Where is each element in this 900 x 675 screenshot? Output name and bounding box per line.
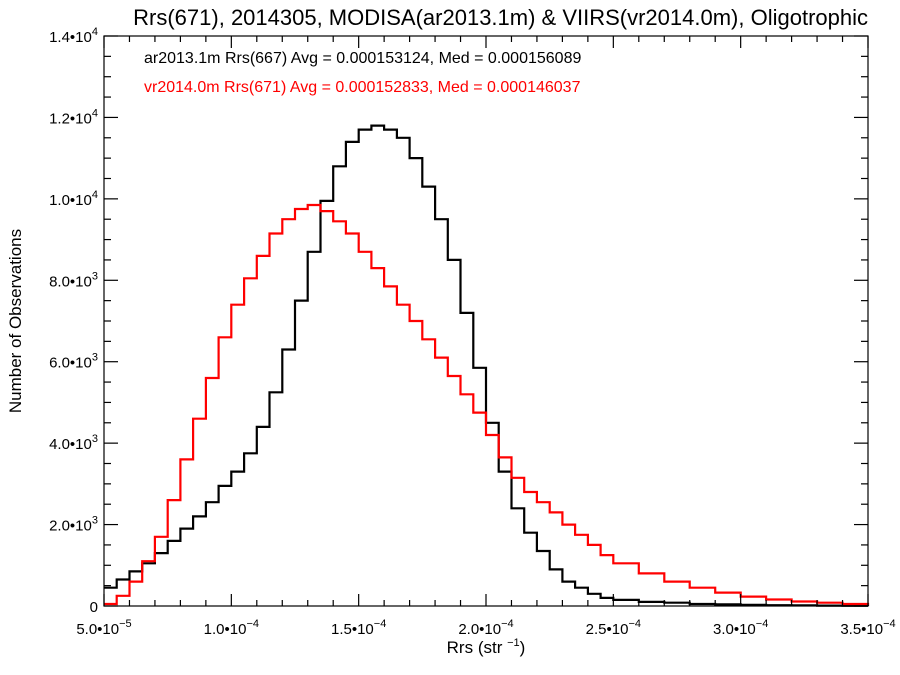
- x-tick-label-mantissa: 3.0•10: [713, 621, 756, 638]
- y-tick-label-mantissa: 1.2•10: [49, 110, 92, 127]
- y-tick-label: 6.0•103: [49, 352, 98, 372]
- x-tick-label-mantissa: 2.0•10: [458, 621, 501, 638]
- x-tick-label-mantissa: 5.0•10: [76, 621, 119, 638]
- y-tick-label: 1.2•104: [49, 107, 98, 127]
- series-line-vr2014-rrs671: [104, 203, 870, 606]
- y-tick-label-mantissa: 8.0•10: [49, 273, 92, 290]
- y-axis-tick-labels: 02.0•1034.0•1036.0•1038.0•1031.0•1041.2•…: [49, 26, 98, 616]
- x-tick-label: 3.0•10−4: [713, 618, 768, 638]
- x-tick-label-exponent: −4: [628, 618, 641, 630]
- x-tick-label-exponent: −4: [756, 618, 769, 630]
- x-tick-label: 3.5•10−4: [840, 618, 895, 638]
- y-tick-label-exponent: 3: [92, 515, 98, 527]
- x-tick-label: 2.0•10−4: [458, 618, 513, 638]
- x-tick-label-exponent: −4: [246, 618, 259, 630]
- y-tick-label-mantissa: 2.0•10: [49, 518, 92, 535]
- y-tick-label-exponent: 4: [92, 189, 98, 201]
- y-tick-label-mantissa: 1.4•10: [49, 29, 92, 46]
- x-tick-label-exponent: −4: [374, 618, 387, 630]
- y-axis-label: Number of Observations: [6, 229, 25, 413]
- x-axis-label-text: Rrs (str: [447, 638, 503, 657]
- y-tick-label-mantissa: 4.0•10: [49, 436, 92, 453]
- y-tick-label: 8.0•103: [49, 270, 98, 290]
- y-tick-label-mantissa: 1.0•10: [49, 192, 92, 209]
- y-tick-label-exponent: 4: [92, 107, 98, 119]
- x-axis-label-superscript: −1: [507, 637, 520, 649]
- chart-title: Rrs(671), 2014305, MODISA(ar2013.1m) & V…: [133, 5, 868, 30]
- annotation-black-stats: ar2013.1m Rrs(667) Avg = 0.000153124, Me…: [144, 50, 581, 67]
- x-axis-label: Rrs (str −1): [447, 637, 526, 657]
- y-tick-label-exponent: 3: [92, 433, 98, 445]
- x-tick-label: 2.5•10−4: [586, 618, 641, 638]
- axis-ticks: [103, 35, 869, 607]
- plot-frame: [103, 35, 869, 607]
- x-tick-label: 1.5•10−4: [331, 618, 386, 638]
- y-tick-label-exponent: 3: [92, 352, 98, 364]
- x-tick-label-mantissa: 1.5•10: [331, 621, 374, 638]
- y-tick-label: 1.0•104: [49, 189, 98, 209]
- x-tick-label-mantissa: 1.0•10: [204, 621, 247, 638]
- y-tick-label-exponent: 4: [92, 26, 98, 38]
- y-tick-label: 0: [90, 599, 98, 616]
- annotation-red-stats: vr2014.0m Rrs(671) Avg = 0.000152833, Me…: [144, 79, 581, 96]
- x-tick-label-exponent: −4: [501, 618, 514, 630]
- x-tick-label-mantissa: 2.5•10: [586, 621, 629, 638]
- y-tick-label: 4.0•103: [49, 433, 98, 453]
- x-tick-label-mantissa: 3.5•10: [840, 621, 883, 638]
- x-tick-label-exponent: −5: [119, 618, 132, 630]
- series-group: [104, 124, 870, 607]
- x-tick-label-exponent: −4: [883, 618, 896, 630]
- x-tick-label: 5.0•10−5: [76, 618, 131, 638]
- x-axis-label-tail: ): [520, 638, 526, 657]
- y-tick-label: 2.0•103: [49, 515, 98, 535]
- x-tick-label: 1.0•10−4: [204, 618, 259, 638]
- y-tick-label-exponent: 3: [92, 270, 98, 282]
- y-tick-label-mantissa: 6.0•10: [49, 355, 92, 372]
- y-tick-label: 1.4•104: [49, 26, 98, 46]
- x-axis-tick-labels: 5.0•10−5 1.0•10−4 1.5•10−4 2.0•10−4 2.5•10−4…: [76, 618, 895, 638]
- y-tick-label-mantissa: 0: [90, 599, 98, 616]
